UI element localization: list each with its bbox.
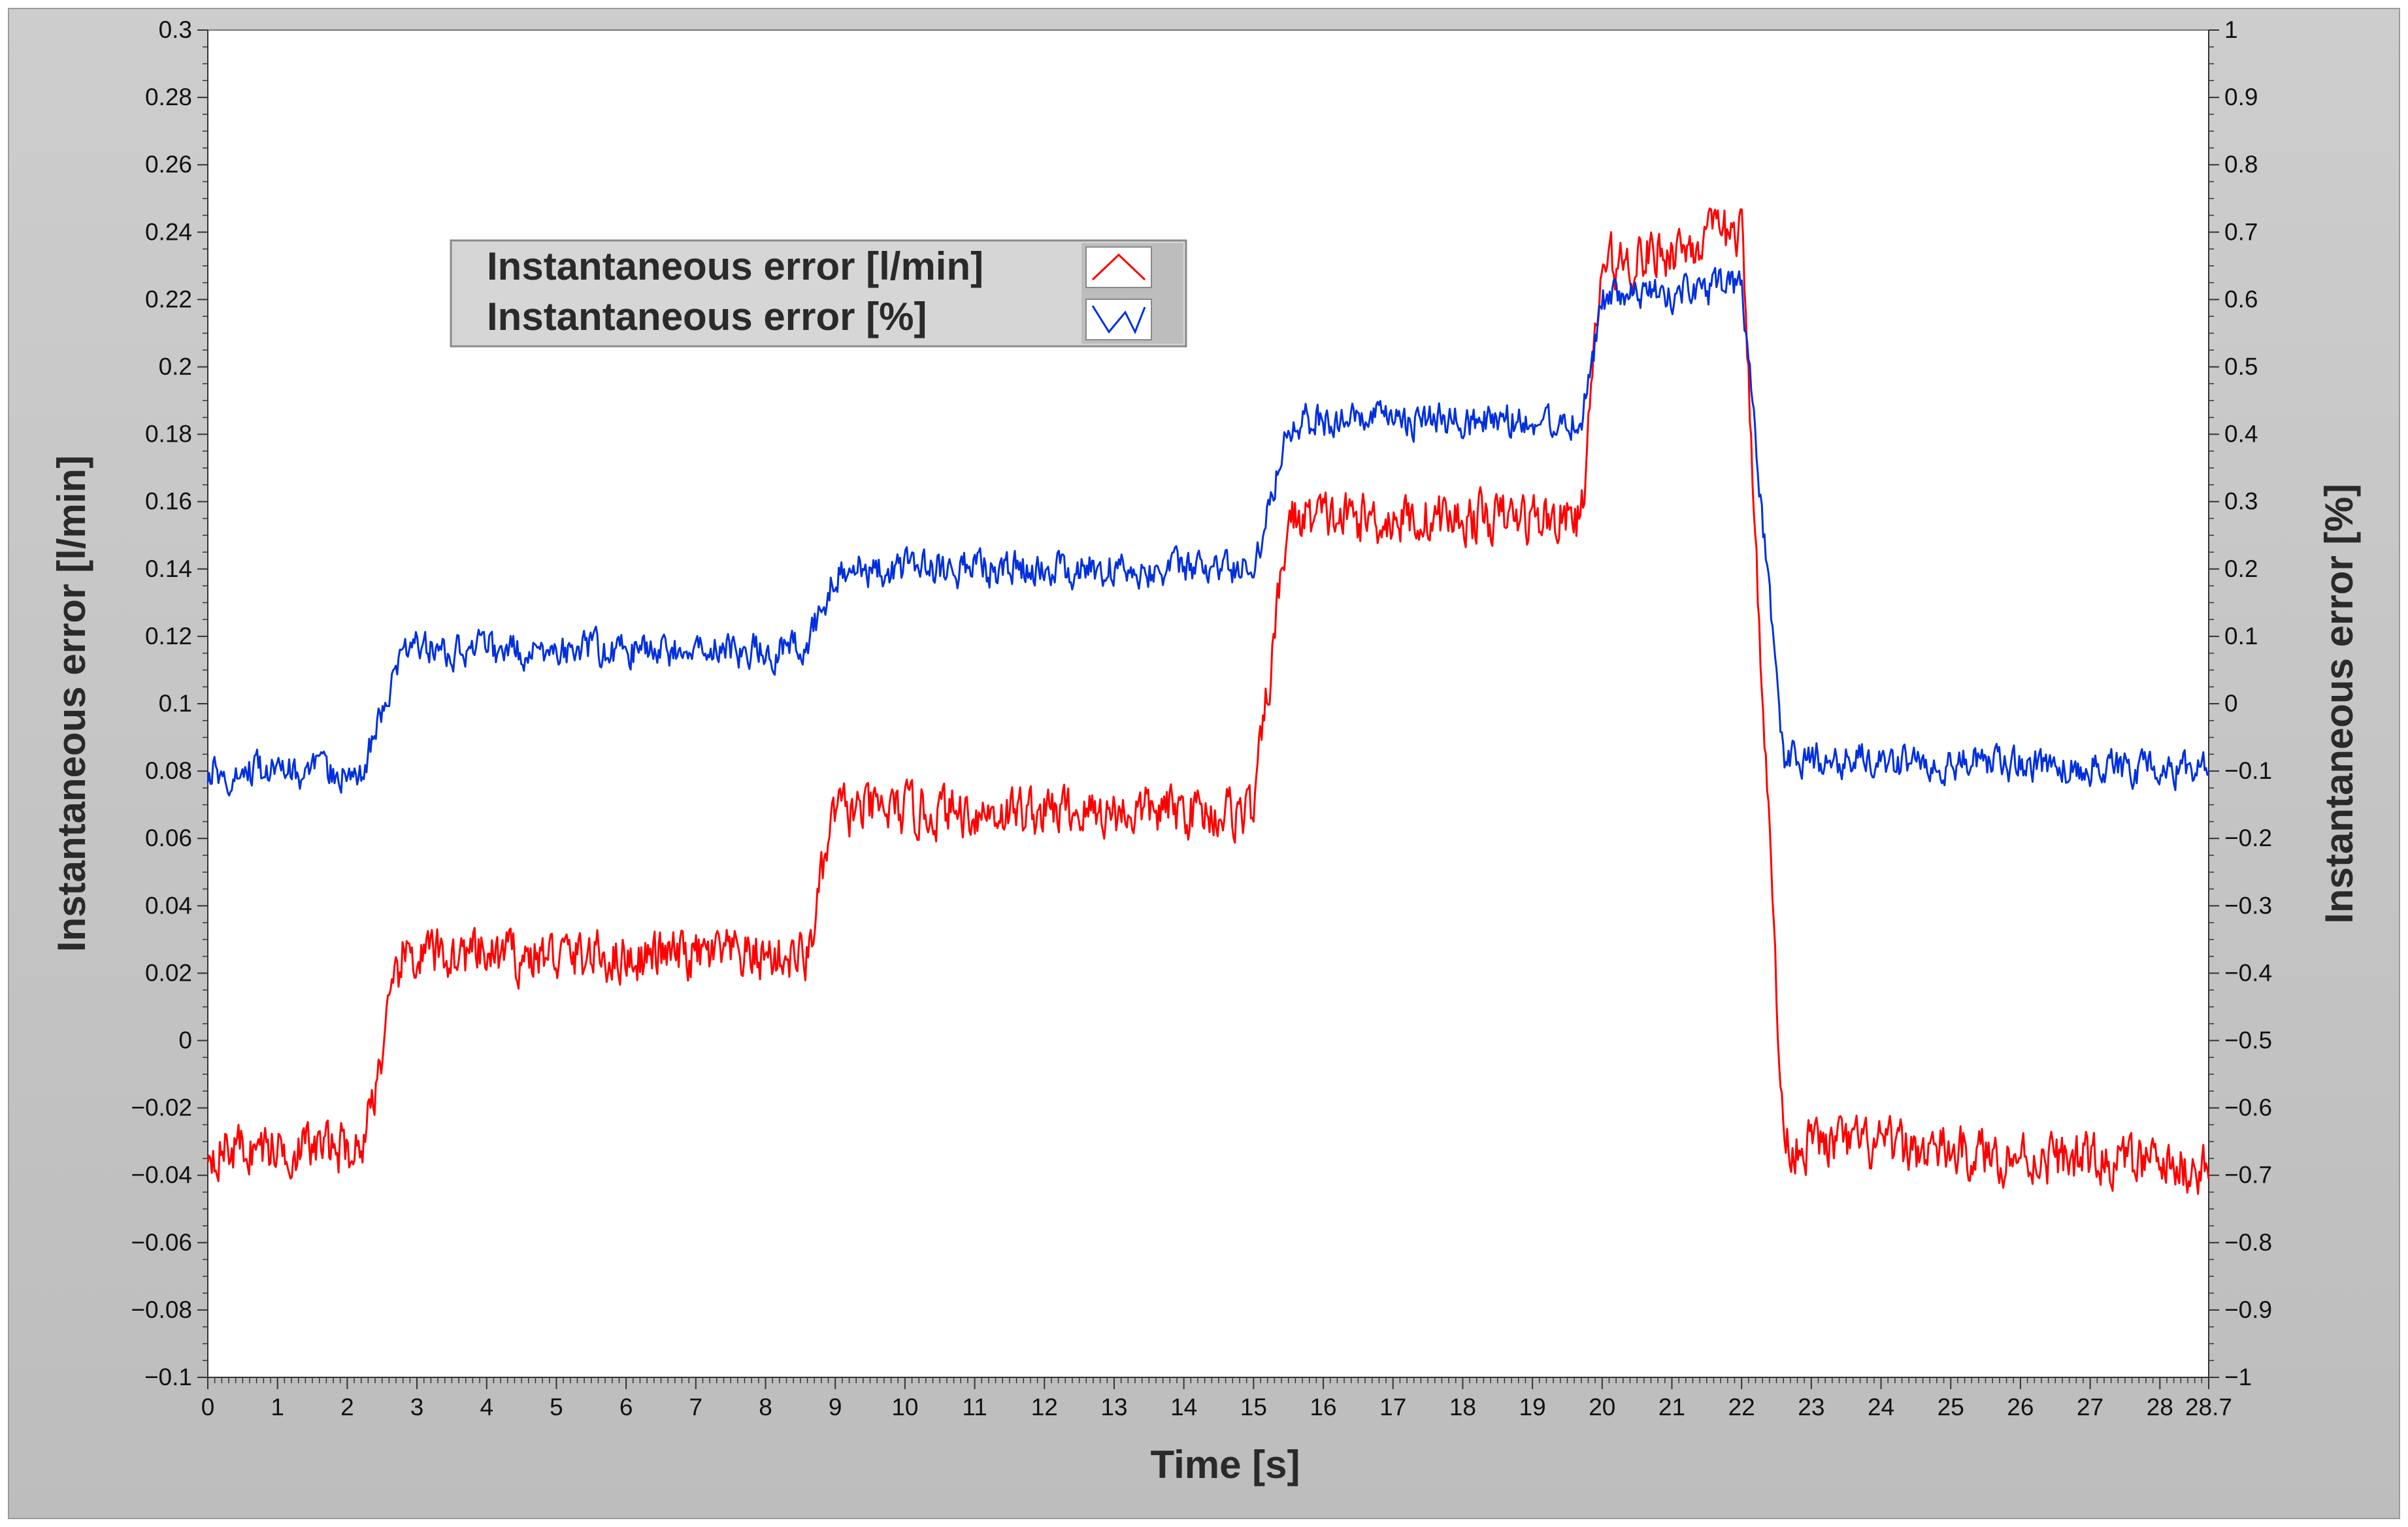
plot-area bbox=[207, 29, 2209, 1378]
y-left-tick-label: 0.04 bbox=[145, 892, 192, 919]
x-tick-label: 22 bbox=[1728, 1394, 1755, 1420]
legend-swatch-blue-line bbox=[1091, 305, 1146, 335]
x-axis-title: Time [s] bbox=[1151, 1443, 1300, 1486]
x-tick-label: 13 bbox=[1100, 1394, 1127, 1420]
y-left-tick-label: 0.26 bbox=[145, 151, 192, 178]
x-tick-label: 5 bbox=[550, 1394, 563, 1420]
y-right-tick-label: 0.9 bbox=[2224, 84, 2258, 110]
x-tick-label: 23 bbox=[1798, 1394, 1824, 1420]
y-left-tick-label: 0.1 bbox=[159, 690, 192, 717]
y-left-tick-label: 0.3 bbox=[159, 16, 192, 43]
y-right-tick-label: 0.4 bbox=[2224, 421, 2258, 448]
y-left-tick-label: 0.14 bbox=[145, 555, 192, 582]
y-right-tick-label: 0.3 bbox=[2224, 488, 2258, 515]
y-right-tick-label: −0.8 bbox=[2224, 1229, 2272, 1256]
series-group bbox=[206, 207, 2210, 1195]
y-right-tick-label: −0.9 bbox=[2224, 1296, 2272, 1323]
y-right-tick-label: 0.2 bbox=[2224, 555, 2258, 582]
x-tick-label: 2 bbox=[340, 1394, 354, 1420]
x-tick-label: 27 bbox=[2077, 1394, 2103, 1420]
left-axis: 0.3 0.28 0.26 0.24 0.22 0.2 0.18 0.16 0.14 0.12 0.… bbox=[131, 16, 208, 1390]
y-right-tick-label: 0.1 bbox=[2224, 623, 2258, 649]
y-left-tick-label: 0.22 bbox=[145, 286, 192, 312]
legend-label-percent: Instantaneous error [%] bbox=[487, 295, 927, 338]
y-left-tick-label: 0.08 bbox=[145, 757, 192, 784]
legend-box bbox=[450, 239, 1187, 348]
y-left-tick-label: 0.16 bbox=[145, 488, 192, 515]
y-left-tick-label: −0.02 bbox=[131, 1094, 192, 1121]
legend[interactable]: Instantaneous error [l/min] Instantaneou… bbox=[450, 239, 1187, 348]
x-tick-label: 19 bbox=[1519, 1394, 1546, 1420]
y-left-tick-label: 0.28 bbox=[145, 84, 192, 110]
y-left-tick-label: 0.18 bbox=[145, 421, 192, 448]
x-tick-label: 16 bbox=[1310, 1394, 1336, 1420]
x-tick-label: 20 bbox=[1589, 1394, 1615, 1420]
y-axis-left-title: Instantaneous error [l/min] bbox=[50, 455, 93, 952]
y-left-tick-label: 0.12 bbox=[145, 623, 192, 649]
x-tick-label: 18 bbox=[1449, 1394, 1476, 1420]
y-right-tick-label: −0.3 bbox=[2224, 892, 2272, 919]
y-right-tick-label: −0.4 bbox=[2224, 959, 2272, 986]
y-right-tick-label: −0.5 bbox=[2224, 1027, 2272, 1054]
y-right-tick-label: 0.6 bbox=[2224, 286, 2258, 312]
series-line-1 bbox=[206, 267, 2209, 796]
x-tick-label: 10 bbox=[891, 1394, 918, 1420]
x-tick-label: 26 bbox=[2007, 1394, 2034, 1420]
y-right-tick-label: 0.8 bbox=[2224, 151, 2258, 178]
y-right-tick-label: 0.5 bbox=[2224, 353, 2258, 380]
x-tick-label: 14 bbox=[1170, 1394, 1197, 1420]
y-right-tick-label: −0.7 bbox=[2224, 1162, 2272, 1189]
x-tick-label: 12 bbox=[1031, 1394, 1058, 1420]
y-left-tick-label: 0.06 bbox=[145, 825, 192, 851]
x-tick-label: 1 bbox=[271, 1394, 284, 1420]
x-tick-label: 24 bbox=[1868, 1394, 1894, 1420]
x-tick-label: 28 bbox=[2147, 1394, 2173, 1420]
y-right-tick-label: 0.7 bbox=[2224, 218, 2258, 245]
y-right-tick-label: 1 bbox=[2224, 16, 2238, 43]
y-left-tick-label: −0.1 bbox=[144, 1364, 192, 1390]
right-axis: 1 0.9 0.8 0.7 0.6 0.5 0.4 0.3 0.2 0.1 0 −0.1 −0.2 −0.… bbox=[2208, 16, 2272, 1390]
y-left-tick-label: 0 bbox=[178, 1027, 192, 1054]
legend-swatch-red bbox=[1085, 246, 1152, 288]
bottom-axis: 0 1 2 3 4 5 6 7 8 9 10 11 12 13 14 15 16 17 18 19 20 21 22 23 24… bbox=[201, 1377, 2232, 1420]
x-tick-label: 7 bbox=[689, 1394, 703, 1420]
x-tick-label: 28.7 bbox=[2185, 1394, 2232, 1420]
x-tick-label: 17 bbox=[1379, 1394, 1406, 1420]
x-tick-label: 8 bbox=[759, 1394, 772, 1420]
legend-swatch-red-line bbox=[1091, 253, 1146, 281]
y-left-tick-label: −0.06 bbox=[131, 1229, 192, 1256]
y-left-tick-label: 0.24 bbox=[145, 218, 192, 245]
y-left-tick-label: −0.04 bbox=[131, 1162, 192, 1189]
x-tick-label: 3 bbox=[410, 1394, 424, 1420]
y-left-tick-label: 0.02 bbox=[145, 959, 192, 986]
y-right-tick-label: −0.2 bbox=[2224, 825, 2272, 851]
x-tick-label: 0 bbox=[201, 1394, 215, 1420]
x-tick-label: 25 bbox=[1938, 1394, 1964, 1420]
x-tick-label: 9 bbox=[829, 1394, 842, 1420]
series-line-0 bbox=[206, 207, 2210, 1195]
x-tick-label: 21 bbox=[1658, 1394, 1685, 1420]
x-tick-label: 15 bbox=[1240, 1394, 1267, 1420]
y-right-tick-label: −1 bbox=[2224, 1364, 2252, 1390]
x-tick-label: 6 bbox=[619, 1394, 633, 1420]
legend-label-lmin: Instantaneous error [l/min] bbox=[487, 244, 983, 288]
y-right-tick-label: 0 bbox=[2224, 690, 2238, 717]
y-left-tick-label: −0.08 bbox=[131, 1296, 192, 1323]
y-axis-right-title: Instantaneous error [%] bbox=[2317, 484, 2361, 923]
x-tick-label: 4 bbox=[480, 1394, 493, 1420]
y-right-tick-label: −0.1 bbox=[2224, 757, 2272, 784]
x-tick-label: 11 bbox=[962, 1394, 987, 1420]
y-right-tick-label: −0.6 bbox=[2224, 1094, 2272, 1121]
y-left-tick-label: 0.2 bbox=[159, 353, 192, 380]
